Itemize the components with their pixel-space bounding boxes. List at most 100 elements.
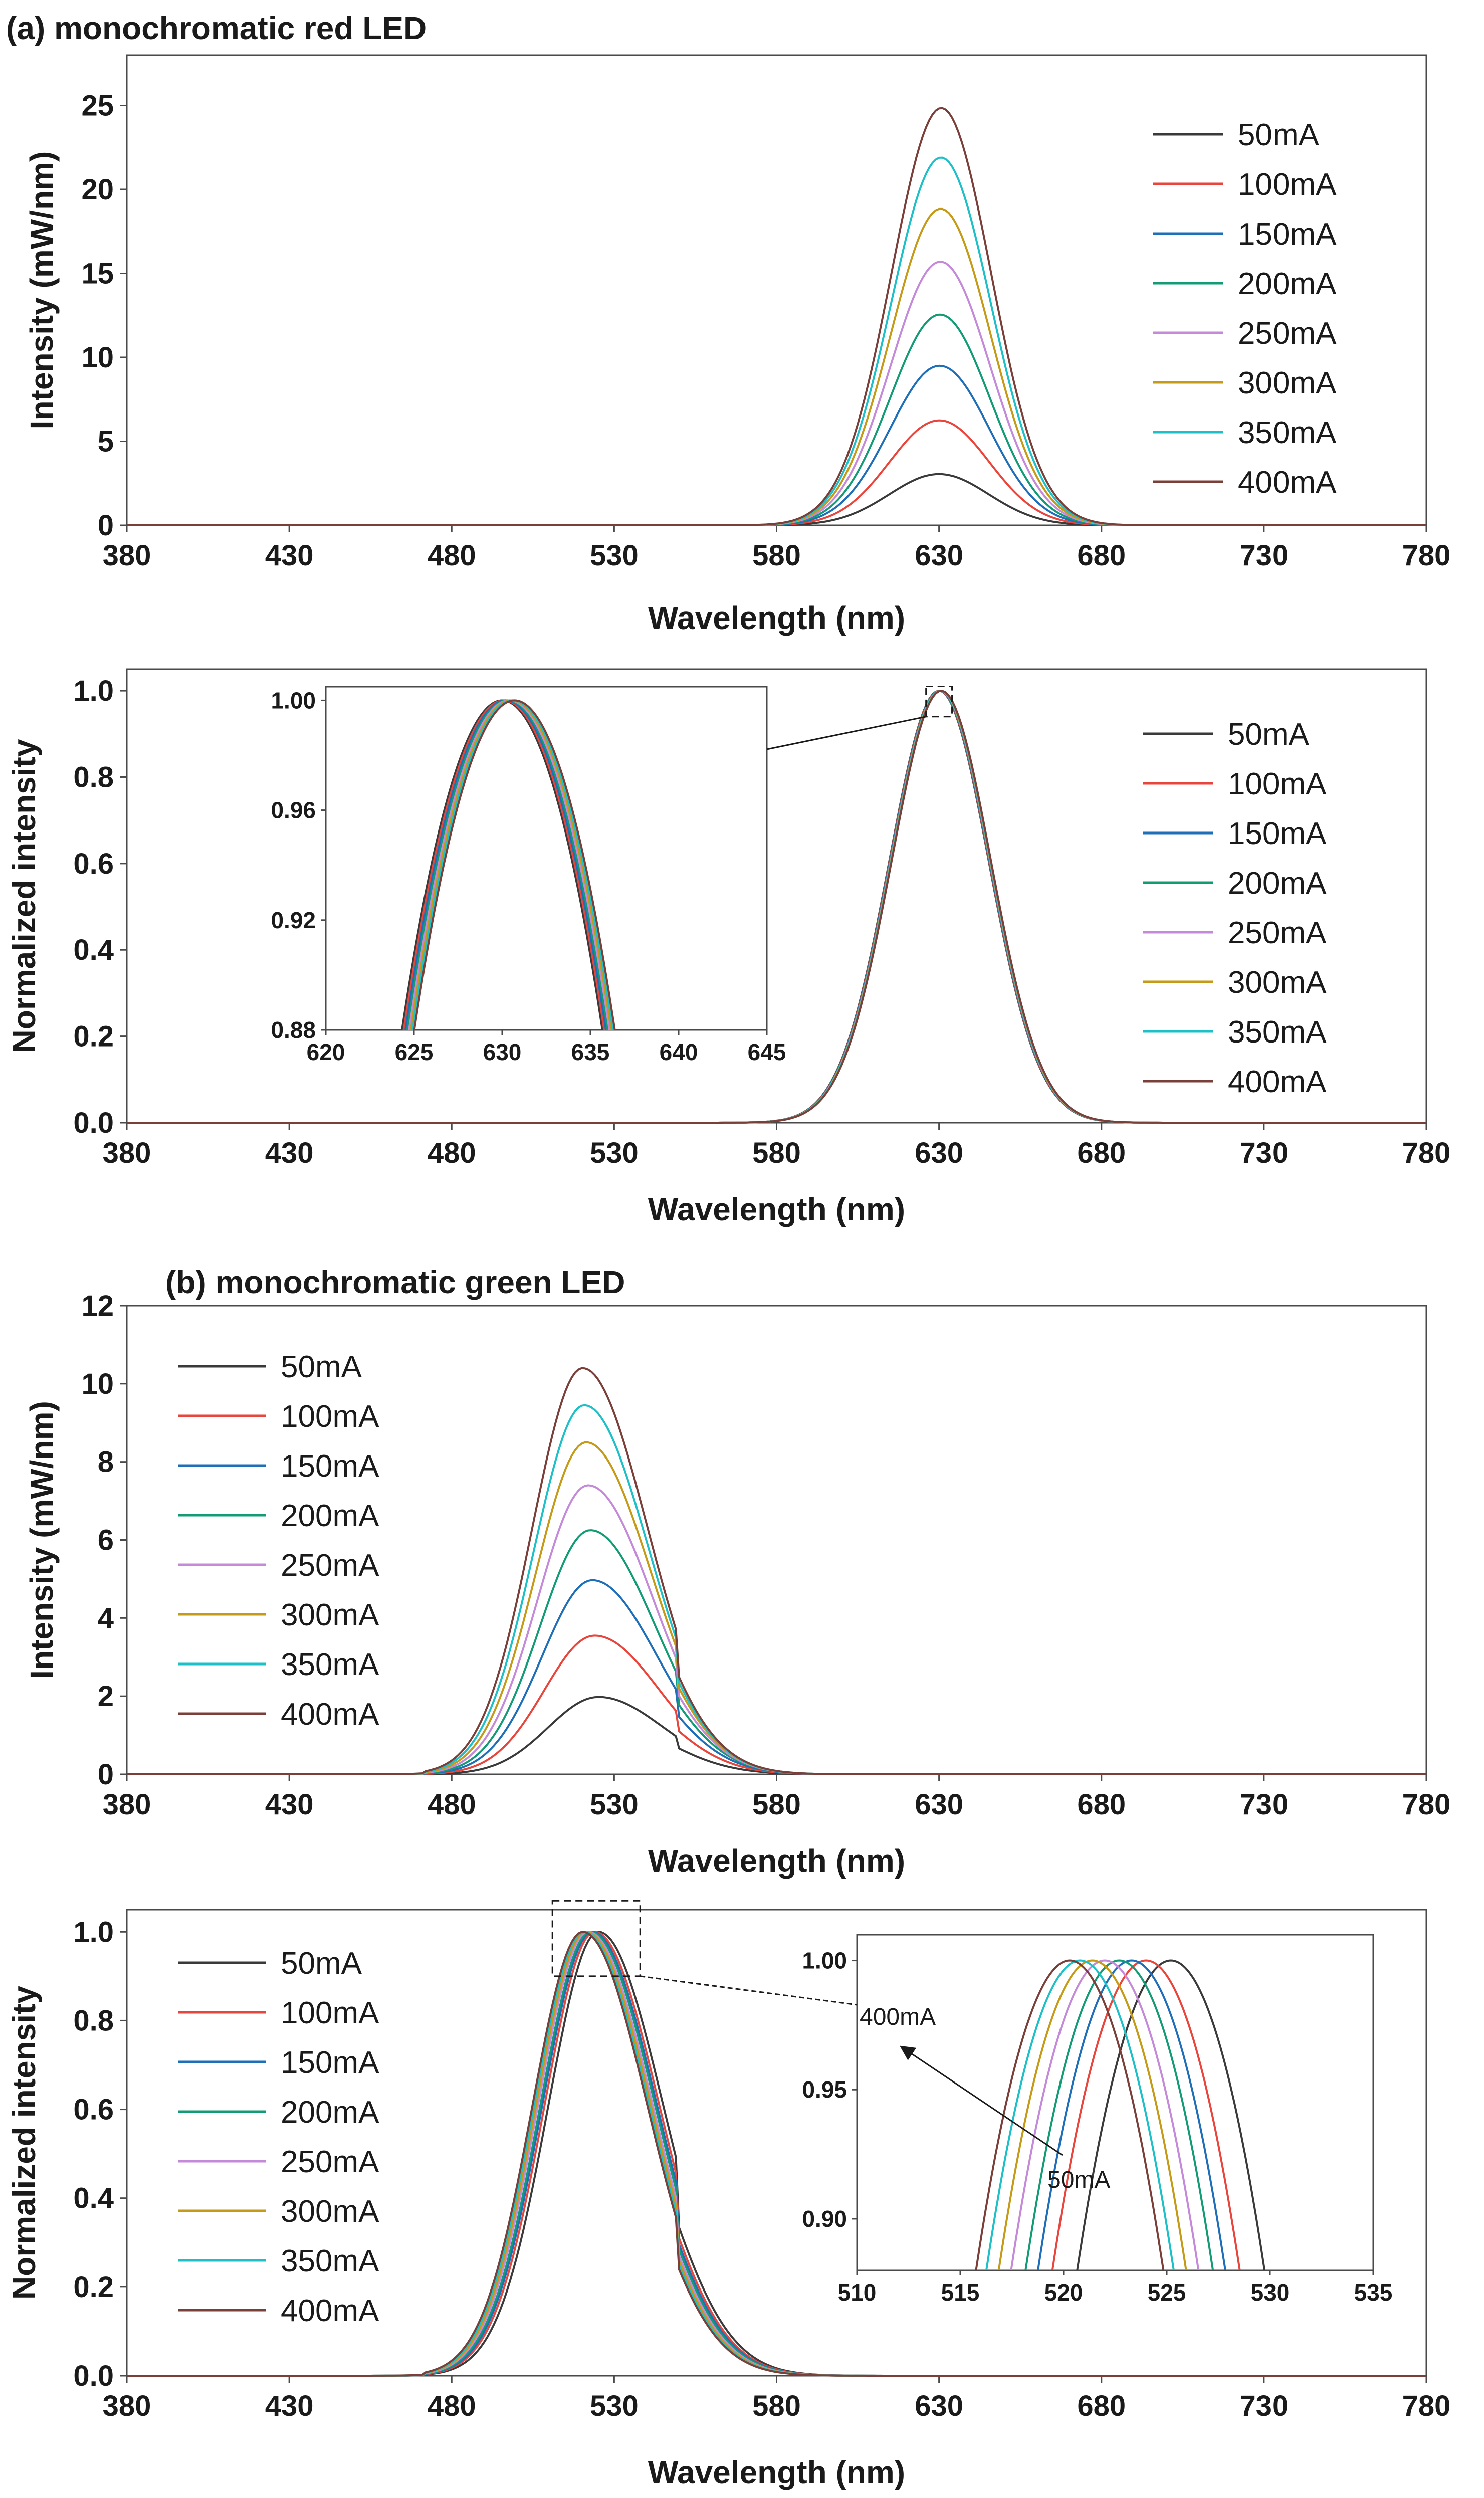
legend-label-350mA: 350mA	[1228, 1015, 1327, 1050]
series-line-150mA	[1036, 1959, 1226, 2270]
x-tick-label: 680	[1077, 1788, 1126, 1821]
y-tick-label: 20	[81, 173, 114, 206]
series-line-150mA	[127, 364, 1426, 526]
legend-label-300mA: 300mA	[281, 1598, 379, 1632]
legend-label-400mA: 400mA	[1238, 465, 1337, 500]
x-axis-title: Wavelength (nm)	[648, 600, 905, 636]
x-tick-label: 730	[1239, 2390, 1288, 2422]
series-line-400mA	[127, 107, 1426, 526]
y-tick-label: 0	[98, 1758, 114, 1791]
x-tick-label: 630	[915, 1137, 963, 1169]
y-tick-label: 0.4	[73, 934, 114, 966]
legend-label-50mA: 50mA	[1238, 118, 1320, 152]
x-axis-title: Wavelength (nm)	[648, 2454, 905, 2490]
x-tick-label: 530	[590, 1137, 639, 1169]
x-tick-label: 680	[1077, 2390, 1126, 2422]
inset-annotation-start: 400mA	[860, 2004, 936, 2030]
y-tick-label: 0.2	[73, 2271, 114, 2304]
inset-x-tick-label: 520	[1044, 2279, 1083, 2306]
legend-label-150mA: 150mA	[281, 1449, 379, 1484]
legend-label-150mA: 150mA	[1228, 816, 1327, 851]
legend-label-200mA: 200mA	[281, 1499, 379, 1533]
y-tick-label: 25	[81, 90, 114, 122]
series-line-350mA	[127, 156, 1426, 526]
inset-frame	[856, 1934, 1374, 2271]
x-tick-label: 580	[752, 1137, 801, 1169]
legend-label-350mA: 350mA	[1238, 415, 1337, 450]
legend-label-350mA: 350mA	[281, 2244, 379, 2278]
legend-label-300mA: 300mA	[1228, 965, 1327, 1000]
x-tick-label: 380	[103, 1137, 151, 1169]
inset-x-tick-label: 515	[941, 2279, 980, 2306]
x-tick-label: 430	[265, 2390, 314, 2422]
inset-y-tick-label: 0.96	[271, 797, 316, 823]
y-tick-label: 0.8	[73, 2004, 114, 2037]
y-tick-label: 10	[81, 341, 114, 374]
x-tick-label: 580	[752, 1788, 801, 1821]
x-tick-label: 430	[265, 1788, 314, 1821]
series-line-300mA	[997, 1959, 1187, 2270]
inset-x-tick-label: 640	[660, 1039, 698, 1065]
legend-label-100mA: 100mA	[1228, 767, 1327, 801]
y-tick-label: 15	[81, 258, 114, 290]
y-tick-label: 0.6	[73, 2094, 114, 2126]
inset-x-tick-label: 645	[748, 1039, 786, 1065]
x-tick-label: 780	[1402, 2390, 1451, 2422]
inset-x-tick-label: 510	[838, 2279, 877, 2306]
x-tick-label: 680	[1077, 1137, 1126, 1169]
y-tick-label: 5	[98, 426, 114, 458]
zoom-box	[925, 685, 953, 718]
y-tick-label: 0.0	[73, 1107, 114, 1139]
inset-x-tick-label: 635	[571, 1039, 610, 1065]
inset-annotation-end: 50mA	[1047, 2167, 1110, 2193]
y-tick-label: 0.6	[73, 848, 114, 880]
plot-frame	[126, 54, 1427, 526]
inset-x-tick-label: 625	[395, 1039, 434, 1065]
legend-label-100mA: 100mA	[281, 1399, 379, 1434]
series-line-100mA	[127, 419, 1426, 526]
series-line-100mA	[1051, 1959, 1241, 2270]
legend-label-100mA: 100mA	[1238, 167, 1337, 202]
y-tick-label: 2	[98, 1680, 114, 1713]
series-line-400mA	[127, 1931, 1426, 2377]
zoom-connector	[640, 1975, 858, 2006]
series-line-300mA	[127, 207, 1426, 526]
x-tick-label: 430	[265, 1137, 314, 1169]
legend-label-400mA: 400mA	[1228, 1065, 1327, 1099]
legend-label-350mA: 350mA	[281, 1647, 379, 1682]
legend-label-200mA: 200mA	[281, 2095, 379, 2130]
legend-label-50mA: 50mA	[281, 1946, 362, 1981]
x-axis-title: Wavelength (nm)	[648, 1843, 905, 1879]
legend-label-50mA: 50mA	[1228, 717, 1310, 752]
x-tick-label: 530	[590, 1788, 639, 1821]
inset-y-tick-label: 0.88	[271, 1017, 316, 1043]
y-axis-title: Normalized intensity	[6, 1986, 42, 2300]
zoom-connector	[766, 716, 926, 750]
inset-x-tick-label: 630	[483, 1039, 522, 1065]
series-line-400mA	[413, 699, 616, 1030]
x-tick-label: 480	[428, 1137, 476, 1169]
inset-y-tick-label: 0.90	[802, 2206, 847, 2232]
series-line-250mA	[127, 261, 1426, 526]
legend-label-400mA: 400mA	[281, 2294, 379, 2328]
legend-label-50mA: 50mA	[281, 1350, 362, 1384]
y-tick-label: 1.0	[73, 1916, 114, 1948]
y-tick-label: 0.2	[73, 1020, 114, 1053]
x-tick-label: 480	[428, 539, 476, 572]
y-tick-label: 4	[98, 1602, 114, 1634]
x-tick-label: 580	[752, 2390, 801, 2422]
x-tick-label: 530	[590, 2390, 639, 2422]
x-tick-label: 630	[915, 2390, 963, 2422]
x-tick-label: 480	[428, 2390, 476, 2422]
y-tick-label: 0.0	[73, 2360, 114, 2392]
y-tick-label: 0.4	[73, 2182, 114, 2215]
inset-x-tick-label: 535	[1354, 2279, 1393, 2306]
x-tick-label: 730	[1239, 539, 1288, 572]
y-tick-label: 0.8	[73, 761, 114, 793]
y-axis-title: Intensity (mW/nm)	[24, 151, 60, 430]
legend-label-100mA: 100mA	[281, 1996, 379, 2030]
x-tick-label: 780	[1402, 1788, 1451, 1821]
legend-label-300mA: 300mA	[1238, 366, 1337, 400]
inset-x-tick-label: 525	[1148, 2279, 1186, 2306]
